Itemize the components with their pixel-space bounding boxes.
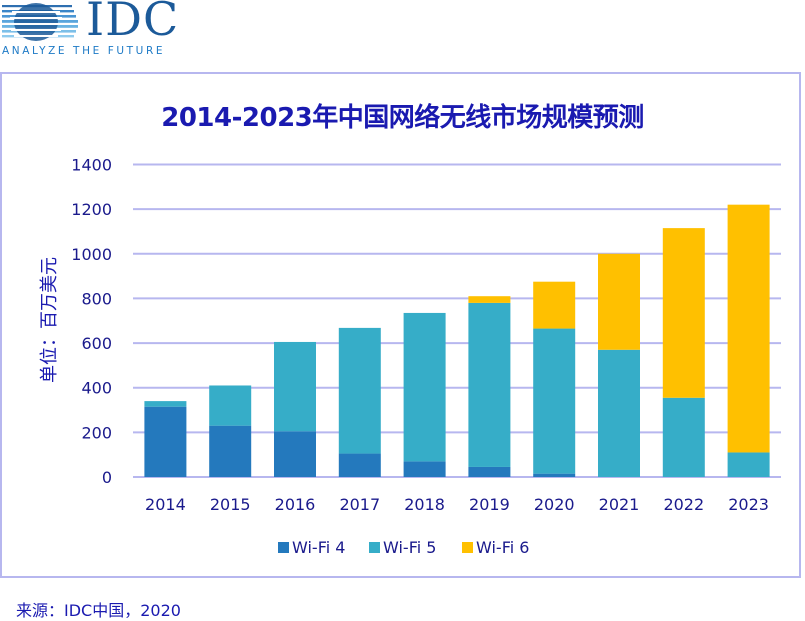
x-tick-label: 2018	[404, 495, 445, 514]
legend-item: Wi-Fi 6	[462, 538, 529, 557]
globe-logo-icon	[2, 3, 78, 41]
x-tick-label: 2022	[663, 495, 704, 514]
bar-segment-wi-fi-6	[533, 281, 576, 329]
x-axis-ticks: 2014 2015 2016 2017 2018 2019 2020 2021 2022 2023	[145, 495, 769, 514]
y-tick-label: 200	[81, 423, 112, 442]
bar-segment-wi-fi-5	[727, 452, 770, 477]
legend-label: Wi-Fi 6	[476, 538, 529, 557]
bar-segment-wi-fi-5	[468, 302, 511, 467]
bar-segment-wi-fi-6	[468, 296, 511, 303]
legend-swatch	[278, 542, 289, 553]
bar-segment-wi-fi-4	[209, 425, 252, 477]
bar-segment-wi-fi-4	[468, 466, 511, 477]
legend-label: Wi-Fi 4	[292, 538, 345, 557]
x-tick-label: 2017	[339, 495, 380, 514]
idc-logo: IDC ANALYZE THE FUTURE	[0, 0, 180, 62]
x-tick-label: 2021	[599, 495, 640, 514]
bar-segment-wi-fi-5	[662, 397, 705, 477]
legend-swatch	[462, 542, 473, 553]
logo-tagline: ANALYZE THE FUTURE	[2, 45, 166, 57]
source-note: 来源：IDC中国，2020	[16, 601, 181, 620]
bar-segment-wi-fi-5	[209, 385, 252, 426]
bar-segment-wi-fi-5	[274, 341, 316, 432]
y-tick-label: 400	[81, 379, 112, 398]
y-axis-label: 单位：百万美元	[39, 257, 60, 383]
chart-title: 2014-2023年中国网络无线市场规模预测	[161, 103, 644, 133]
x-tick-label: 2020	[534, 495, 575, 514]
y-tick-label: 1200	[71, 200, 112, 219]
y-tick-label: 600	[81, 334, 112, 353]
x-tick-label: 2019	[469, 495, 510, 514]
y-tick-label: 1400	[71, 156, 112, 175]
x-tick-label: 2016	[275, 495, 316, 514]
bar-segment-wi-fi-4	[533, 473, 576, 477]
bar-segment-wi-fi-5	[598, 349, 640, 477]
legend: Wi-Fi 4 Wi-Fi 5 Wi-Fi 6	[278, 538, 529, 557]
x-tick-label: 2015	[210, 495, 251, 514]
legend-label: Wi-Fi 5	[383, 538, 436, 557]
bars	[144, 204, 770, 477]
bar-segment-wi-fi-5	[533, 328, 576, 474]
y-axis-ticks: 0 200 400 600 800 1000 1200 1400	[71, 156, 112, 488]
legend-item: Wi-Fi 5	[369, 538, 436, 557]
y-tick-label: 1000	[71, 245, 112, 264]
x-tick-label: 2014	[145, 495, 186, 514]
bar-segment-wi-fi-4	[144, 406, 187, 477]
bar-segment-wi-fi-4	[274, 431, 316, 477]
bar-segment-wi-fi-4	[403, 461, 446, 477]
x-tick-label: 2023	[728, 495, 769, 514]
y-tick-label: 800	[81, 289, 112, 308]
bar-segment-wi-fi-6	[598, 253, 640, 350]
bar-segment-wi-fi-4	[338, 453, 381, 477]
bar-segment-wi-fi-5	[403, 312, 446, 462]
bar-segment-wi-fi-5	[144, 401, 187, 407]
chart-frame	[0, 72, 801, 578]
bar-segment-wi-fi-5	[338, 327, 381, 454]
y-tick-label: 0	[102, 468, 112, 487]
bar-segment-wi-fi-6	[662, 228, 705, 398]
logo-wordmark: IDC	[86, 0, 180, 46]
bar-segment-wi-fi-6	[727, 204, 770, 453]
legend-swatch	[369, 542, 380, 553]
legend-item: Wi-Fi 4	[278, 538, 345, 557]
